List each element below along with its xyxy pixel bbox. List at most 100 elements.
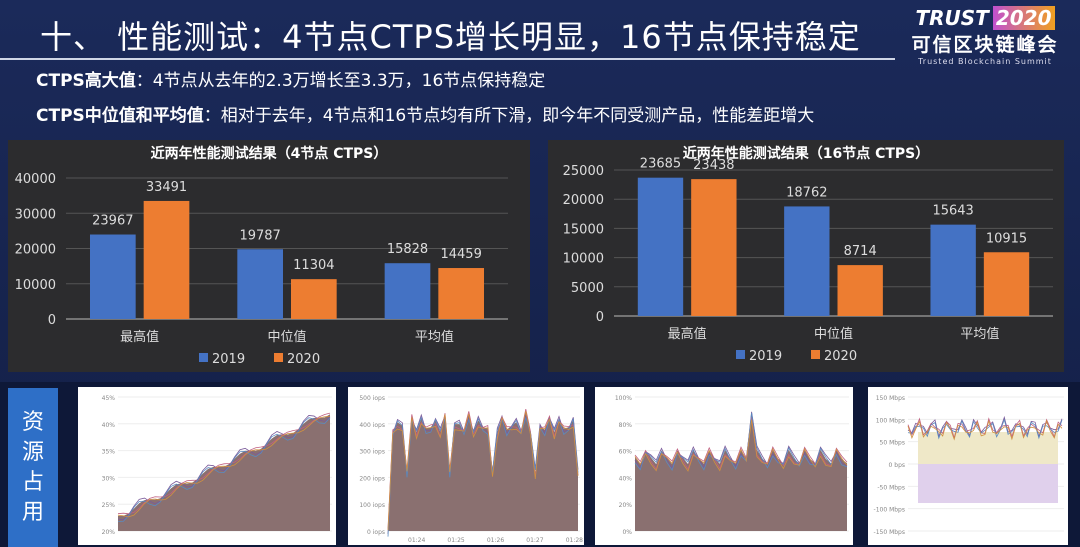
thumb-series-line — [634, 411, 848, 469]
bar-2019 — [384, 263, 431, 319]
thumb-series-line — [907, 415, 1063, 438]
label-char: 源 — [21, 439, 44, 465]
thumb-series-line — [117, 417, 331, 523]
bar-2020 — [291, 279, 337, 319]
data-label: 23685 — [640, 157, 681, 172]
bar-2020 — [143, 200, 190, 319]
title-divider — [0, 58, 895, 60]
data-label: 23438 — [693, 158, 734, 173]
legend-swatch — [274, 353, 283, 362]
thumb-x-label: 01:24 — [408, 537, 425, 544]
bar-2020 — [983, 252, 1030, 316]
data-label: 15643 — [932, 204, 973, 219]
thumb-area — [918, 464, 1058, 503]
thumb-y-label: 100 iops — [359, 502, 385, 509]
bullet-label: CTPS中位值和平均值 — [36, 106, 204, 126]
thumb-series-line — [387, 408, 579, 529]
data-label: 11304 — [293, 258, 334, 273]
logo-trust: TRUST — [915, 6, 989, 30]
data-label: 8714 — [844, 244, 877, 259]
label-char: 占 — [21, 469, 44, 495]
logo-year: 2020 — [992, 6, 1055, 30]
thumb-y-label: 0 bps — [889, 462, 905, 469]
chart-4-node: 近两年性能测试结果（4节点 CTPS） 0 10000 20000 30000 40000… — [8, 140, 530, 372]
thumb-series-line — [117, 415, 331, 521]
thumb-area — [918, 432, 1058, 464]
thumb-y-label: -150 Mbps — [874, 529, 905, 536]
chart-title: 近两年性能测试结果（4节点 CTPS） — [151, 145, 388, 162]
chart-title: 近两年性能测试结果（16节点 CTPS） — [683, 145, 930, 162]
logo-cn: 可信区块链峰会 — [911, 34, 1059, 56]
resource-usage-label: 资 源 占 用 — [8, 388, 58, 547]
thumb-x-label: 01:27 — [526, 537, 543, 544]
bar-2020 — [837, 265, 883, 316]
legend-label: 2020 — [824, 349, 857, 364]
thumb-area — [388, 412, 578, 531]
y-tick-label: 10000 — [15, 278, 56, 293]
legend-swatch — [811, 350, 820, 359]
legend-swatch — [736, 350, 745, 359]
thumb-y-label: 500 iops — [359, 395, 385, 402]
thumb-y-label: -50 Mbps — [877, 484, 905, 491]
thumb-y-label: 150 Mbps — [876, 395, 905, 402]
thumb-series-line — [387, 416, 579, 537]
bar-2019 — [930, 224, 976, 316]
y-tick-label: 40000 — [15, 172, 56, 187]
thumb-y-label: 20% — [102, 529, 116, 536]
bar-2020 — [438, 268, 485, 319]
y-tick-label: 25000 — [563, 164, 604, 179]
thumb-series-line — [117, 412, 331, 515]
summit-logo: TRUST 2020 可信区块链峰会 Trusted Blockchain Sum… — [900, 6, 1070, 66]
bar-2019 — [637, 177, 684, 316]
bar-2020 — [691, 179, 737, 316]
thumb-y-label: 20% — [619, 502, 633, 509]
data-label: 10915 — [986, 231, 1027, 246]
thumb-y-label: 40% — [619, 475, 633, 482]
y-tick-label: 10000 — [563, 252, 604, 267]
thumb-x-label: 01:28 — [566, 537, 583, 544]
thumb-y-label: 25% — [102, 502, 116, 509]
thumb-y-label: 400 iops — [359, 422, 385, 429]
legend-label: 2019 — [749, 349, 782, 364]
x-tick-label: 最高值 — [120, 329, 159, 345]
data-label: 23967 — [92, 214, 133, 229]
y-tick-label: 20000 — [15, 243, 56, 258]
thumb-y-label: 100 Mbps — [876, 417, 905, 424]
bullet-label: CTPS高大值 — [36, 71, 136, 91]
network-thumbnail: 150 Mbps 100 Mbps 50 Mbps 0 bps -50 Mbps -100… — [868, 387, 1068, 545]
bullet-max: CTPS高大值：4节点从去年的2.3万增长至3.3万，16节点保持稳定 — [36, 66, 545, 91]
thumb-x-label: 01:26 — [487, 537, 504, 544]
thumb-y-label: 30% — [102, 475, 116, 482]
memory-usage-thumbnail: 100% 80% 60% 40% 20% 0% — [595, 387, 853, 545]
data-label: 15828 — [387, 242, 428, 257]
bar-2019 — [237, 249, 283, 319]
cpu-usage-thumbnail: 45% 40% 35% 30% 25% 20% — [78, 387, 336, 545]
bullet-text: ：4节点从去年的2.3万增长至3.3万，16节点保持稳定 — [135, 71, 546, 91]
y-tick-label: 20000 — [563, 193, 604, 208]
data-label: 18762 — [786, 185, 827, 200]
thumb-series-line — [387, 410, 579, 531]
bullet-text: ：相对于去年，4节点和16节点均有所下滑，即今年不同受测产品，性能差距增大 — [203, 106, 815, 126]
thumb-y-label: 80% — [619, 422, 633, 429]
thumb-series-line — [117, 415, 331, 518]
x-tick-label: 平均值 — [960, 326, 999, 342]
thumb-series-line — [634, 416, 848, 470]
chart-16-node: 近两年性能测试结果（16节点 CTPS） 0 5000 10000 15000 20000… — [548, 140, 1064, 372]
logo-en: Trusted Blockchain Summit — [918, 57, 1052, 66]
y-tick-label: 5000 — [571, 281, 604, 296]
y-tick-label: 15000 — [563, 222, 604, 237]
page-title: 十、 性能测试：4节点CTPS增长明显，16节点保持稳定 — [40, 18, 861, 56]
thumb-y-label: 300 iops — [359, 449, 385, 456]
legend-swatch — [199, 353, 208, 362]
thumb-series-line — [907, 419, 1063, 441]
thumb-series-line — [634, 412, 848, 471]
bullet-median: CTPS中位值和平均值：相对于去年，4节点和16节点均有所下滑，即今年不同受测产… — [36, 101, 814, 126]
y-tick-label: 0 — [596, 310, 604, 325]
y-tick-label: 0 — [48, 313, 56, 328]
thumb-series-line — [634, 419, 848, 472]
thumb-y-label: 60% — [619, 449, 633, 456]
x-tick-label: 中位值 — [814, 326, 853, 342]
data-label: 14459 — [440, 247, 481, 262]
bar-2019 — [784, 206, 830, 316]
label-char: 资 — [21, 409, 44, 435]
